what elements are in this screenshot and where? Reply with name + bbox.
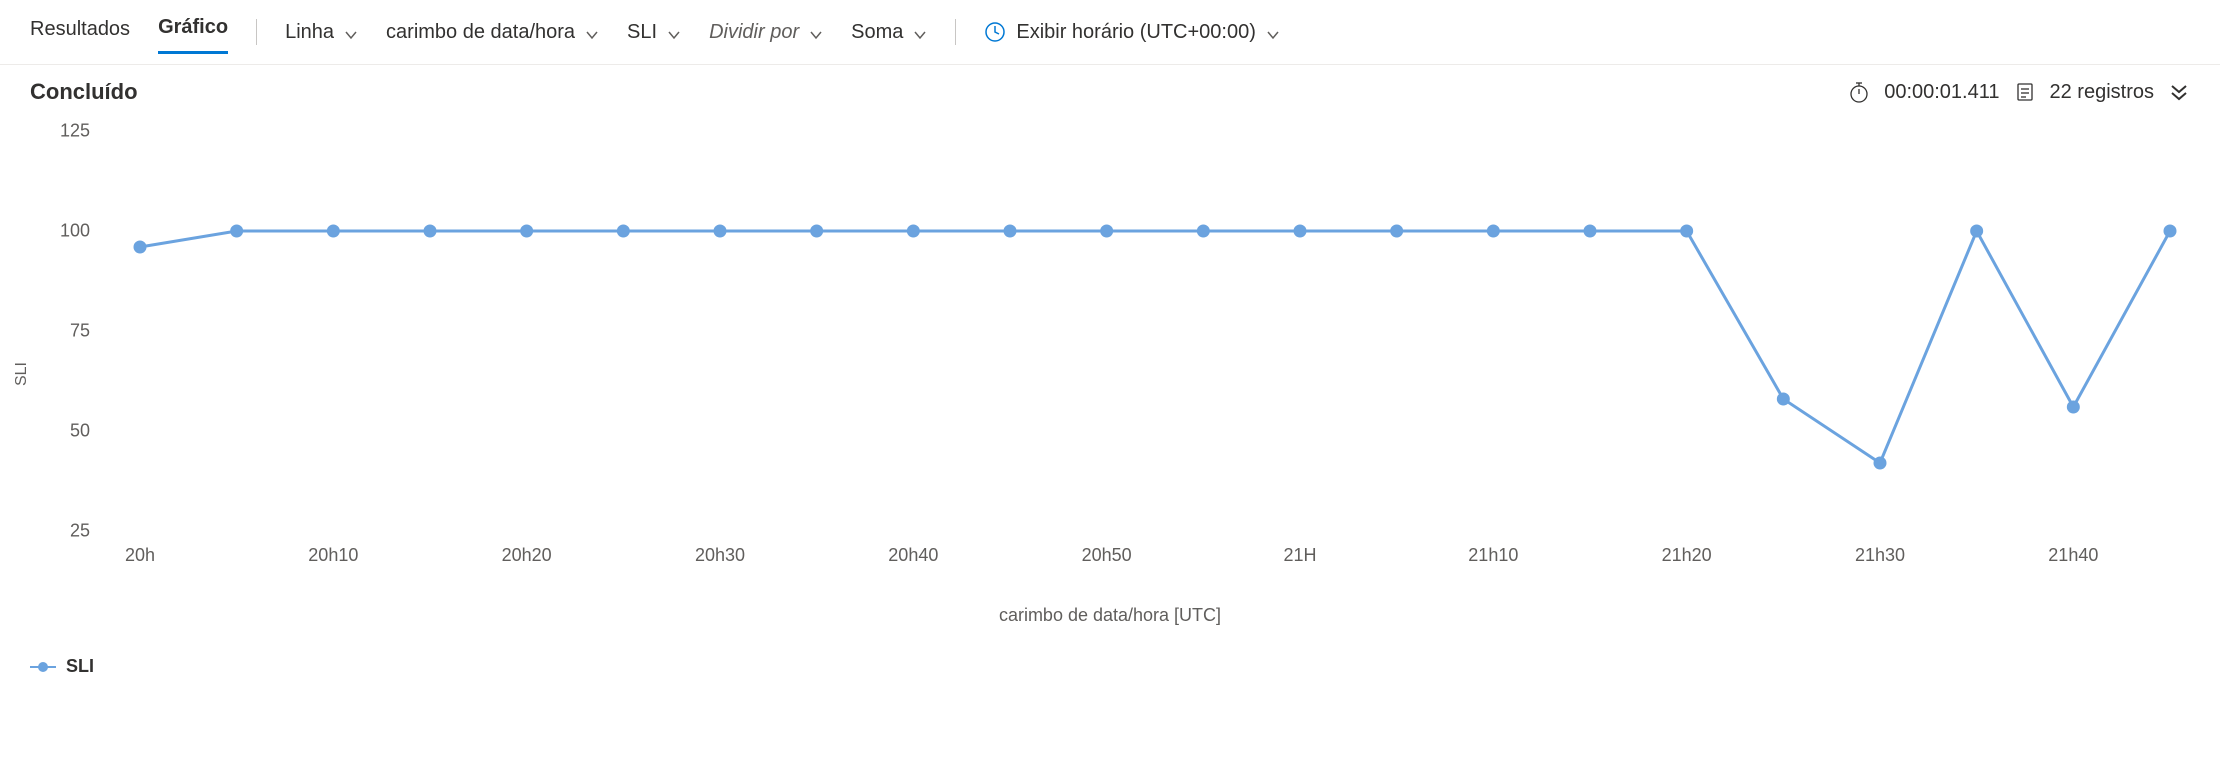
line-series xyxy=(100,121,2190,541)
chevron-down-icon xyxy=(344,25,358,39)
x-field-dropdown[interactable]: carimbo de data/hora xyxy=(386,21,599,44)
y-field-dropdown[interactable]: SLI xyxy=(627,21,681,44)
elapsed-time: 00:00:01.411 xyxy=(1884,81,1999,104)
aggregation-label: Soma xyxy=(851,21,903,44)
chevron-down-icon xyxy=(1266,25,1280,39)
chart-type-label: Linha xyxy=(285,21,334,44)
status-right: 00:00:01.411 22 registros xyxy=(1848,81,2190,104)
divider xyxy=(955,19,956,45)
legend-swatch xyxy=(30,662,56,672)
aggregation-dropdown[interactable]: Soma xyxy=(851,21,927,44)
divider xyxy=(256,19,257,45)
x-axis: 20h 20h10 20h20 20h30 20h40 20h50 21H 21h10 21h2… xyxy=(100,541,2190,571)
time-display-dropdown[interactable]: Exibir horário (UTC+00:00) xyxy=(984,21,1280,44)
x-tick: 21h20 xyxy=(1662,545,1712,566)
chart-type-dropdown[interactable]: Linha xyxy=(285,21,358,44)
legend-label: SLI xyxy=(66,656,94,677)
y-axis-label: SLI xyxy=(13,361,31,385)
status-title: Concluído xyxy=(30,79,1848,105)
tab-chart[interactable]: Gráfico xyxy=(158,10,228,54)
x-tick: 20h40 xyxy=(888,545,938,566)
x-tick: 21h30 xyxy=(1855,545,1905,566)
x-tick: 20h20 xyxy=(502,545,552,566)
record-count: 22 registros xyxy=(2050,81,2155,104)
legend: SLI xyxy=(0,636,2220,693)
y-tick: 75 xyxy=(50,321,90,342)
x-tick: 20h xyxy=(125,545,155,566)
split-by-label: Dividir por xyxy=(709,21,799,44)
x-tick: 21h10 xyxy=(1468,545,1518,566)
x-tick: 20h50 xyxy=(1082,545,1132,566)
chevron-down-icon xyxy=(809,25,823,39)
clock-icon xyxy=(984,21,1006,43)
chevron-down-icon xyxy=(667,25,681,39)
time-display-label: Exibir horário (UTC+00:00) xyxy=(1016,21,1256,44)
chart-plot[interactable]: 255075100125 xyxy=(100,121,2190,541)
x-tick: 20h30 xyxy=(695,545,745,566)
x-tick: 21h40 xyxy=(2048,545,2098,566)
x-tick: 21H xyxy=(1283,545,1316,566)
stopwatch-icon xyxy=(1848,81,1870,103)
records-icon xyxy=(2014,81,2036,103)
expand-toggle[interactable] xyxy=(2168,81,2190,103)
chevron-down-icon xyxy=(585,25,599,39)
toolbar: Resultados Gráfico Linha carimbo de data… xyxy=(0,0,2220,65)
status-bar: Concluído 00:00:01.411 22 registros xyxy=(0,65,2220,111)
y-tick: 125 xyxy=(50,121,90,142)
y-tick: 25 xyxy=(50,521,90,542)
x-tick: 20h10 xyxy=(308,545,358,566)
y-tick: 50 xyxy=(50,421,90,442)
tab-results[interactable]: Resultados xyxy=(30,12,130,53)
x-axis-label: carimbo de data/hora [UTC] xyxy=(30,605,2190,626)
split-by-dropdown[interactable]: Dividir por xyxy=(709,21,823,44)
x-field-label: carimbo de data/hora xyxy=(386,21,575,44)
chart-area: SLI 255075100125 20h20h1020h2020h3020h40… xyxy=(0,111,2220,636)
chevron-down-icon xyxy=(913,25,927,39)
y-field-label: SLI xyxy=(627,21,657,44)
y-tick: 100 xyxy=(50,221,90,242)
